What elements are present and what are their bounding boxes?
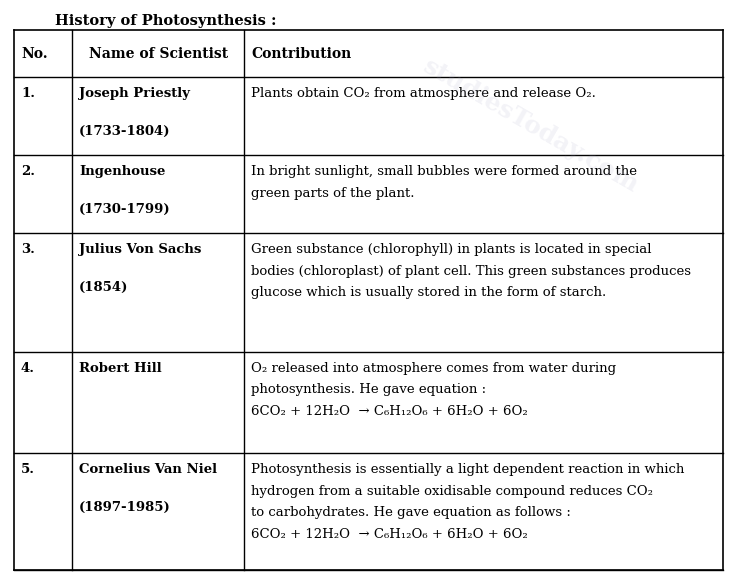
- Text: O₂ released into atmosphere comes from water during
photosynthesis. He gave equa: O₂ released into atmosphere comes from w…: [251, 362, 617, 418]
- Text: Plants obtain CO₂ from atmosphere and release O₂.: Plants obtain CO₂ from atmosphere and re…: [251, 87, 596, 100]
- Text: Photosynthesis is essentially a light dependent reaction in which
hydrogen from : Photosynthesis is essentially a light de…: [251, 463, 685, 541]
- Text: 5.: 5.: [21, 463, 35, 476]
- Text: Contribution: Contribution: [251, 46, 352, 60]
- Text: 1.: 1.: [21, 87, 35, 100]
- Text: In bright sunlight, small bubbles were formed around the
green parts of the plan: In bright sunlight, small bubbles were f…: [251, 165, 638, 200]
- Text: Joseph Priestly

(1733-1804): Joseph Priestly (1733-1804): [79, 87, 190, 138]
- Text: No.: No.: [21, 46, 48, 60]
- Text: History of Photosynthesis :: History of Photosynthesis :: [55, 14, 276, 28]
- Text: studiesToday.com: studiesToday.com: [419, 55, 643, 198]
- Text: Cornelius Van Niel

(1897-1985): Cornelius Van Niel (1897-1985): [79, 463, 217, 514]
- Text: Ingenhouse

(1730-1799): Ingenhouse (1730-1799): [79, 165, 171, 216]
- Text: Name of Scientist: Name of Scientist: [88, 46, 228, 60]
- Text: Julius Von Sachs

(1854): Julius Von Sachs (1854): [79, 243, 201, 294]
- Text: Robert Hill: Robert Hill: [79, 362, 162, 375]
- Text: Green substance (chlorophyll) in plants is located in special
bodies (chloroplas: Green substance (chlorophyll) in plants …: [251, 243, 691, 299]
- Text: 4.: 4.: [21, 362, 35, 375]
- Text: 2.: 2.: [21, 165, 35, 178]
- Text: 3.: 3.: [21, 243, 35, 256]
